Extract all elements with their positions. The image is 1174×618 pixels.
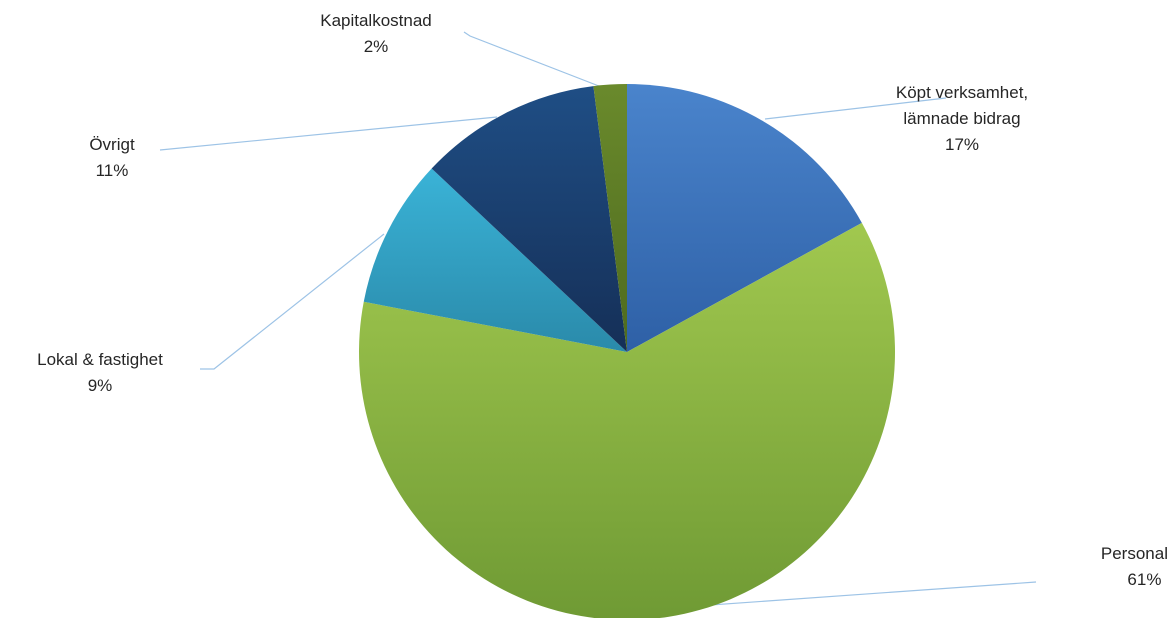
slice-label-lokal-fastighet: Lokal & fastighet 9% [0,347,200,399]
slice-percent: 17% [944,135,980,154]
slice-percent: 9% [87,376,113,395]
pie-slice-kapitalkostnad [593,83,627,352]
slice-label-line: lämnade bidrag [903,109,1021,128]
leader-line [764,97,947,120]
leader-line [159,116,498,151]
slice-label-line: Köpt verksamhet, [895,83,1029,102]
leader-line [463,31,605,89]
slice-label-kapitalkostnad: Kapitalkostnad 2% [286,8,466,60]
pie-slice-lokal-fastighet [363,168,627,352]
pie-slices [359,83,896,618]
slice-label-line: Lokal & fastighet [37,350,163,369]
slice-label-ovrigt: Övrigt 11% [62,132,162,184]
slice-label-kopt-verksamhet: Köpt verksamhet, lämnade bidrag 17% [817,80,1107,158]
leader-line [200,233,385,370]
slice-percent: 2% [363,37,389,56]
pie-slice-personal [359,222,896,618]
slice-percent: 61% [1127,570,1162,589]
slice-percent: 11% [95,161,129,180]
slice-label-line: Kapitalkostnad [320,11,432,30]
pie-slice--vrigt [431,86,627,353]
pie-slice-k-pt-verksamhet-l-mnade-bidrag [627,84,862,352]
slice-label-line: Övrigt [89,135,135,154]
slice-label-line: Personal [1100,544,1168,563]
slice-label-personal: Personal 61% [1101,541,1168,593]
